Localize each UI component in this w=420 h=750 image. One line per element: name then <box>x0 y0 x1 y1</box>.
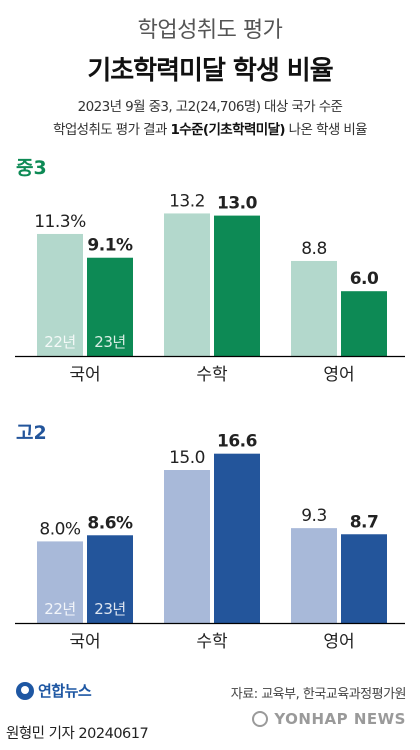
chart-subtitle-line2: 학업성취도 평가 결과 1수준(기초학력미달) 나온 학생 비율 <box>0 118 420 138</box>
watermark-text: YONHAP NEWS <box>274 710 406 728</box>
subtitle-line2-bold: 1수준(기초학력미달) <box>170 122 285 138</box>
value-label: 13.2 <box>169 191 205 211</box>
watermark-icon <box>252 711 269 727</box>
category-label: 영어 <box>323 365 354 385</box>
bar-22년-국어 <box>37 233 83 356</box>
bar-23년-국어 <box>87 535 133 623</box>
bar-22년-수학 <box>164 213 210 356</box>
group-label: 고2 <box>16 422 47 444</box>
bar-22년-영어 <box>291 528 337 623</box>
bar-23년-수학 <box>214 215 260 356</box>
reporter-credit: 원형민 기자 20240617 <box>6 726 149 742</box>
value-label: 9.3 <box>301 506 327 526</box>
value-label: 9.1% <box>87 236 133 256</box>
value-label: 8.7 <box>350 512 379 532</box>
bar-22년-수학 <box>164 470 210 623</box>
value-label: 11.3% <box>34 212 86 232</box>
value-label: 6.0 <box>350 269 379 289</box>
watermark: YONHAP NEWS <box>252 710 406 728</box>
bar-22년-국어 <box>37 541 83 623</box>
value-label: 13.0 <box>217 194 258 214</box>
subtitle-line2-post: 나온 학생 비율 <box>284 122 368 138</box>
legend-label-23년: 23년 <box>94 600 125 618</box>
value-label: 16.6 <box>217 432 257 452</box>
category-label: 수학 <box>196 632 228 652</box>
group-label: 중3 <box>16 157 47 179</box>
category-label: 국어 <box>69 365 100 385</box>
bar-23년-수학 <box>214 453 260 623</box>
chart-subtitle-line1: 2023년 9월 중3, 고2(24,706명) 대상 국가 수준 <box>77 99 343 115</box>
value-label: 15.0 <box>169 448 205 468</box>
bar-22년-영어 <box>291 260 337 356</box>
yonhap-logo-icon <box>16 681 34 700</box>
subtitle-line2-pre: 학업성취도 평가 결과 <box>53 122 171 138</box>
category-label: 영어 <box>323 632 354 652</box>
value-label: 8.6% <box>87 513 133 533</box>
chart-title-line1: 학업성취도 평가 <box>137 18 283 43</box>
source-note: 자료: 교육부, 한국교육과정평가원 <box>230 687 407 702</box>
category-label: 수학 <box>196 365 228 385</box>
legend-label-22년: 22년 <box>44 333 75 351</box>
yonhap-logo: 연합뉴스 <box>16 680 92 701</box>
legend-label-22년: 22년 <box>44 600 75 618</box>
bar-23년-영어 <box>341 534 387 623</box>
bar-23년-영어 <box>341 291 387 356</box>
yonhap-logo-text: 연합뉴스 <box>38 682 92 700</box>
value-label: 8.0% <box>39 519 81 539</box>
legend-label-23년: 23년 <box>94 333 125 351</box>
chart-title-line2: 기초학력미달 학생 비율 <box>87 56 333 86</box>
bar-23년-국어 <box>87 257 133 356</box>
value-label: 8.8 <box>301 239 327 259</box>
category-label: 국어 <box>69 632 100 652</box>
